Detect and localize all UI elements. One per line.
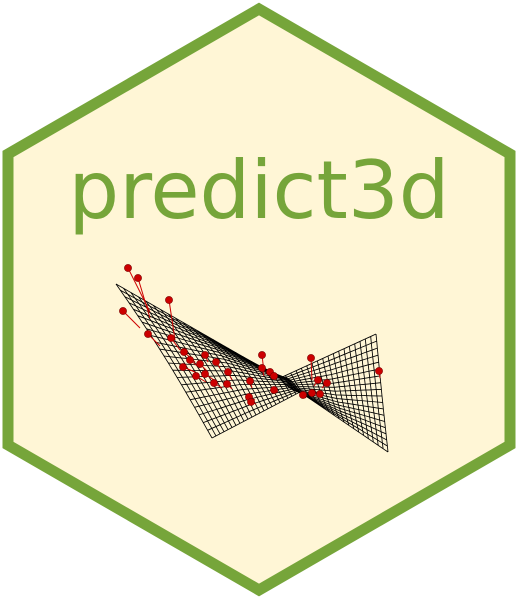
data-point bbox=[258, 351, 266, 359]
data-point bbox=[144, 330, 152, 338]
data-point bbox=[167, 334, 175, 342]
surface-mesh bbox=[115, 283, 389, 453]
data-point bbox=[179, 363, 187, 371]
data-point bbox=[307, 354, 315, 362]
data-point bbox=[375, 367, 383, 375]
data-point bbox=[134, 274, 142, 282]
data-point bbox=[165, 296, 173, 304]
data-point bbox=[299, 391, 307, 399]
residual-line bbox=[122, 310, 141, 329]
data-points bbox=[119, 264, 383, 406]
data-point bbox=[196, 360, 204, 368]
data-point bbox=[119, 307, 127, 315]
data-point bbox=[270, 386, 278, 394]
data-point bbox=[223, 380, 231, 388]
data-point bbox=[258, 364, 266, 372]
data-point bbox=[316, 390, 324, 398]
data-point bbox=[308, 389, 316, 397]
residual-line bbox=[168, 299, 176, 341]
data-point bbox=[323, 379, 331, 387]
data-point bbox=[314, 376, 322, 384]
data-point bbox=[224, 368, 232, 376]
data-point bbox=[246, 377, 254, 385]
data-point bbox=[192, 372, 200, 380]
data-point bbox=[247, 398, 255, 406]
data-point bbox=[201, 351, 209, 359]
data-point bbox=[180, 348, 188, 356]
residual-line bbox=[137, 277, 151, 319]
data-point bbox=[186, 356, 194, 364]
data-point bbox=[124, 264, 132, 272]
data-point bbox=[270, 372, 278, 380]
package-title: predict3d bbox=[68, 144, 449, 237]
data-point bbox=[210, 379, 218, 387]
data-point bbox=[201, 370, 209, 378]
surface-plot-illustration bbox=[115, 264, 389, 453]
data-point bbox=[212, 358, 220, 366]
